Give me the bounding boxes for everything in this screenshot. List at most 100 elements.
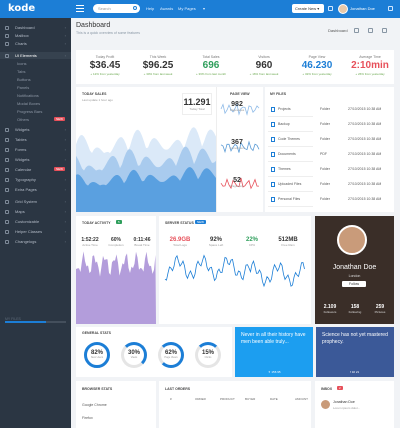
sidebar-item-maps[interactable]: Maps › xyxy=(0,208,71,215)
sidebar-item-badge: NEW xyxy=(54,167,65,171)
sidebar-item-label: Tabs xyxy=(17,69,26,74)
profile-stat-value: 2.109 xyxy=(323,304,337,310)
sidebar-item-label: Mailbox xyxy=(15,33,29,38)
facebook-tile[interactable]: Science has not yet mastered prophecy. xyxy=(316,327,394,377)
server-stat-label: CPU xyxy=(248,243,256,247)
file-name: Personal Files xyxy=(278,197,301,201)
settings-icon[interactable] xyxy=(354,28,359,33)
sidebar-item-label: Helper Classes xyxy=(15,229,43,234)
general-stat-dial: 82% New Users xyxy=(84,342,110,368)
sidebar-item-mailbox[interactable]: Mailbox › xyxy=(0,32,71,39)
chart-icon[interactable] xyxy=(382,28,387,33)
file-row[interactable]: Uploaded Files xyxy=(268,178,312,190)
sidebar-item-buttons[interactable]: Buttons xyxy=(0,76,71,83)
sidebar-item-typography[interactable]: Typography › xyxy=(0,176,71,183)
user-name[interactable]: Jonathan Doe xyxy=(350,6,375,11)
server-stat-value: 22% xyxy=(245,237,258,243)
activity-stat-label: Completion xyxy=(108,243,124,247)
stat-value: 960 xyxy=(255,60,273,71)
sidebar-item-icon xyxy=(5,230,9,234)
nav-link-my-pages[interactable]: My Pages xyxy=(178,6,196,11)
top-bar: kode Search Help Awards My Pages ▾ Creat… xyxy=(0,0,400,18)
sidebar-item-icon xyxy=(5,220,9,224)
sidebar: Dashboard › Mailbox › Charts › UI Elements › Ico… xyxy=(0,18,71,428)
file-row[interactable]: Backup xyxy=(268,118,312,130)
sidebar-item-label: Widgets xyxy=(15,127,30,132)
today-total-label: Today Total xyxy=(189,107,205,111)
page-view-sparkline-2 xyxy=(220,177,259,190)
browser-row-firefox: Firefox xyxy=(82,416,93,420)
nav-link-awards[interactable]: Awards xyxy=(160,6,174,11)
profile-stat-label: Followers xyxy=(323,310,337,314)
sidebar-item-changelogs[interactable]: Changelogs › xyxy=(0,238,71,245)
refresh-icon[interactable] xyxy=(368,28,373,33)
sidebar-item-icon xyxy=(5,168,9,172)
sidebar-item-grid-system[interactable]: Grid System › xyxy=(0,198,71,205)
file-type: Folder xyxy=(320,122,330,126)
nav-link-help[interactable]: Help xyxy=(146,6,155,11)
file-row[interactable]: Personal Files xyxy=(268,193,312,205)
file-row[interactable]: Projects xyxy=(268,103,312,115)
search-input[interactable]: Search xyxy=(93,4,140,13)
stat-value: 696 xyxy=(202,60,220,71)
sidebar-item-icon xyxy=(5,54,9,58)
folder-icon xyxy=(271,107,275,112)
inbox-badge: 2 xyxy=(337,386,343,390)
general-stat-value: 30% xyxy=(127,350,140,356)
sidebar-item-forms[interactable]: Forms › xyxy=(0,146,71,153)
dashboard-breadcrumb[interactable]: Dashboard xyxy=(328,28,348,33)
sidebar-item-calendar[interactable]: Calendar NEW xyxy=(0,166,71,173)
today-total-value: 11.291 xyxy=(183,97,211,107)
sidebar-item-icons[interactable]: Icons xyxy=(0,60,71,67)
app-logo[interactable]: kode xyxy=(8,3,36,14)
last-orders-card xyxy=(159,381,311,428)
create-new-button[interactable]: Create New ▾ xyxy=(292,4,324,13)
search-icon[interactable] xyxy=(133,6,137,10)
stat-change: + 30% from last week xyxy=(143,72,173,76)
sidebar-item-widgets[interactable]: Widgets › xyxy=(0,156,71,163)
create-new-label: Create New xyxy=(295,6,317,11)
settings-icon[interactable] xyxy=(388,6,393,11)
sidebar-item-others[interactable]: Others NEW xyxy=(0,116,71,123)
file-date: 27/10/2015 10:38 AM xyxy=(348,167,382,171)
sidebar-item-label: Customizable xyxy=(15,219,40,224)
sidebar-item-label: Panels xyxy=(17,85,30,90)
page-view-item-2: 52 Pageview xyxy=(222,177,252,188)
notification-icon[interactable] xyxy=(328,6,333,11)
chevron-right-icon: › xyxy=(64,127,66,132)
sidebar-item-widgets[interactable]: Widgets › xyxy=(0,126,71,133)
server-status-chart xyxy=(164,254,305,288)
sidebar-item-charts[interactable]: Charts › xyxy=(0,40,71,47)
sidebar-item-label: Calendar xyxy=(15,167,32,172)
facebook-text: Science has not yet mastered prophecy. xyxy=(322,332,388,345)
file-row[interactable]: Code Themes xyxy=(268,133,312,145)
twitter-tile[interactable]: Never in all their history have men been… xyxy=(235,327,313,377)
menu-toggle-icon[interactable] xyxy=(76,5,84,12)
sidebar-item-dashboard[interactable]: Dashboard › xyxy=(0,24,71,31)
file-row[interactable]: Documents xyxy=(268,148,312,160)
stat-label: Today Profit xyxy=(95,55,115,59)
general-stat-value: 82% xyxy=(90,350,103,356)
sidebar-item-extra-pages[interactable]: Extra Pages › xyxy=(0,186,71,193)
sidebar-item-modal-boxes[interactable]: Modal Boxes xyxy=(0,100,71,107)
follow-button[interactable]: Follow xyxy=(342,281,366,287)
chevron-right-icon: › xyxy=(64,25,66,30)
sidebar-item-customizable[interactable]: Customizable › xyxy=(0,218,71,225)
sidebar-item-panels[interactable]: Panels xyxy=(0,84,71,91)
sidebar-item-progress-bars[interactable]: Progress Bars xyxy=(0,108,71,115)
sidebar-item-icon xyxy=(5,42,9,46)
profile-avatar[interactable] xyxy=(337,225,367,255)
sidebar-item-tables[interactable]: Tables › xyxy=(0,136,71,143)
sidebar-item-tabs[interactable]: Tabs xyxy=(0,68,71,75)
inbox-sender[interactable]: Jonathan Doe xyxy=(333,400,355,404)
sidebar-item-ui-elements[interactable]: UI Elements › xyxy=(0,52,71,59)
sidebar-item-notifications[interactable]: Notifications xyxy=(0,92,71,99)
browser-stats-card xyxy=(76,381,156,428)
chevron-down-icon[interactable]: ▾ xyxy=(203,6,206,11)
server-stat: 22% CPU xyxy=(235,237,269,247)
orders-column-header: Buyer xyxy=(245,397,256,401)
avatar[interactable] xyxy=(338,4,348,14)
sidebar-item-icon xyxy=(5,26,9,30)
file-row[interactable]: Themes xyxy=(268,163,312,175)
sidebar-item-helper-classes[interactable]: Helper Classes › xyxy=(0,228,71,235)
